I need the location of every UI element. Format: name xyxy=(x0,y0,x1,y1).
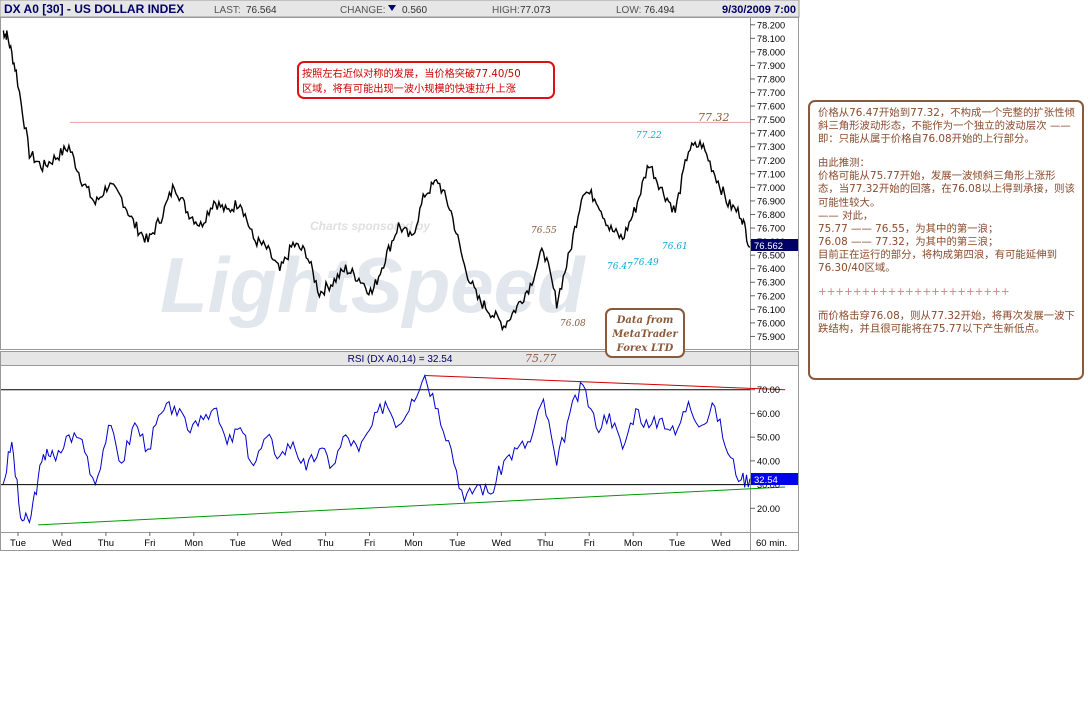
callout-line-2: 区域，将有可能出现一波小规模的快速拉升上涨 xyxy=(302,82,516,95)
x-tick-label: Mon xyxy=(185,538,203,549)
data-source-line-2: MetaTrader xyxy=(611,329,678,340)
annotation-76-61: 76.61 xyxy=(662,242,688,252)
price-ytick-label: 77.500 xyxy=(757,115,785,125)
rsi-ytick-label: 20.00 xyxy=(757,504,780,514)
low-label: LOW: xyxy=(616,5,641,16)
callout-line-1: 按照左右近似对称的发展，当价格突破77.40/50 xyxy=(302,67,521,80)
annotation-76-08: 76.08 xyxy=(560,319,586,329)
note-paragraph-3: 而价格击穿76.08，则从77.32开始，将再次发展一波下跌结构，并且很可能将在… xyxy=(818,310,1075,336)
rsi-ytick-label: 50.00 xyxy=(757,433,780,443)
high-label: HIGH: xyxy=(492,5,520,16)
price-ytick-label: 77.700 xyxy=(757,88,785,98)
price-ytick-label: 78.100 xyxy=(757,34,785,44)
price-ytick-label: 77.200 xyxy=(757,156,785,166)
rsi-support-trendline xyxy=(38,486,786,526)
rsi-current-marker: 32.54 xyxy=(754,475,778,486)
x-tick-label: Fri xyxy=(144,538,155,549)
analysis-note: 价格从76.47开始到77.32，不构成一个完整的扩张性倾斜三角形波动形态，不能… xyxy=(808,100,1084,380)
price-ytick-label: 77.400 xyxy=(757,129,785,139)
chart-datetime: 9/30/2009 7:00 xyxy=(722,4,796,16)
change-value: 0.560 xyxy=(402,5,427,16)
price-ytick-label: 77.800 xyxy=(757,74,785,84)
price-ytick-label: 76.000 xyxy=(757,318,785,328)
x-tick-label: Fri xyxy=(364,538,375,549)
rsi-ytick-label: 30.00 xyxy=(757,480,780,490)
x-tick-label: Tue xyxy=(669,538,685,549)
price-ytick-label: 76.700 xyxy=(757,224,785,234)
note-paragraph-2: 由此推测： 价格可能从75.77开始，发展一波倾斜三角形上涨形态，当77.32开… xyxy=(818,157,1075,275)
x-tick-label: Tue xyxy=(449,538,465,549)
annotation-76-49: 76.49 xyxy=(633,258,659,268)
price-ytick-label: 76.500 xyxy=(757,251,785,261)
x-unit-label: 60 min. xyxy=(756,538,787,549)
x-tick-label: Wed xyxy=(492,538,511,549)
callout-box xyxy=(297,61,555,99)
x-tick-label: Thu xyxy=(317,538,333,549)
price-chart: DX A0 [30] - US DOLLAR INDEX LAST: 76.56… xyxy=(0,0,800,551)
x-tick-label: Mon xyxy=(404,538,422,549)
price-ytick-label: 77.600 xyxy=(757,102,785,112)
x-tick-label: Wed xyxy=(272,538,291,549)
note-paragraph-1: 价格从76.47开始到77.32，不构成一个完整的扩张性倾斜三角形波动形态，不能… xyxy=(818,107,1075,146)
down-arrow-icon xyxy=(388,5,396,11)
high-value: 77.073 xyxy=(520,5,551,16)
price-ytick-label: 76.100 xyxy=(757,305,785,315)
x-tick-label: Thu xyxy=(98,538,114,549)
price-ytick-label: 76.800 xyxy=(757,210,785,220)
annotation-76-55: 76.55 xyxy=(531,226,557,236)
chart-symbol: DX A0 [30] - US DOLLAR INDEX xyxy=(4,2,184,16)
annotation-76-47: 76.47 xyxy=(607,262,633,272)
annotation-77-32: 77.32 xyxy=(698,111,730,124)
x-tick-label: Wed xyxy=(52,538,71,549)
x-tick-label: Wed xyxy=(711,538,730,549)
price-ytick-label: 76.300 xyxy=(757,278,785,288)
annotation-75-77: 75.77 xyxy=(525,352,557,365)
change-label: CHANGE: xyxy=(340,5,386,16)
brand-watermark-logo: LightSpeed xyxy=(160,241,586,329)
rsi-title: RSI (DX A0,14) = 32.54 xyxy=(348,354,453,365)
price-ytick-label: 78.000 xyxy=(757,47,785,57)
rsi-series-line xyxy=(2,373,751,525)
x-tick-label: Mon xyxy=(624,538,642,549)
price-ytick-label: 77.100 xyxy=(757,169,785,179)
rsi-ytick-label: 40.00 xyxy=(757,456,780,466)
data-source-box xyxy=(605,308,685,358)
price-ytick-label: 75.900 xyxy=(757,332,785,342)
price-ytick-label: 76.200 xyxy=(757,291,785,301)
price-ytick-label: 77.900 xyxy=(757,61,785,71)
note-separator: ++++++++++++++++++++++ xyxy=(818,286,1010,299)
low-value: 76.494 xyxy=(644,5,675,16)
price-ytick-label: 78.200 xyxy=(757,20,785,30)
rsi-resistance-trendline xyxy=(424,374,786,391)
annotation-77-22: 77.22 xyxy=(636,131,662,141)
current-price-marker-bg xyxy=(751,239,798,251)
last-label: LAST: xyxy=(214,5,241,16)
data-source-line-3: Forex LTD xyxy=(616,343,674,354)
rsi-ytick-label: 60.00 xyxy=(757,409,780,419)
sponsor-watermark: Charts sponsored by xyxy=(310,219,431,233)
price-ytick-label: 77.300 xyxy=(757,142,785,152)
current-price-marker: 76.562 xyxy=(754,241,783,252)
x-tick-label: Tue xyxy=(230,538,246,549)
rsi-ytick-label: 70.00 xyxy=(757,385,780,395)
last-value: 76.564 xyxy=(246,5,277,16)
price-series-line xyxy=(2,29,751,332)
price-ytick-label: 76.400 xyxy=(757,264,785,274)
x-tick-label: Tue xyxy=(10,538,26,549)
price-ytick-label: 77.000 xyxy=(757,183,785,193)
price-ytick-label: 76.900 xyxy=(757,196,785,206)
x-tick-label: Fri xyxy=(584,538,595,549)
x-tick-label: Thu xyxy=(537,538,553,549)
data-source-line-1: Data from xyxy=(616,315,674,326)
rsi-current-marker-bg xyxy=(751,473,798,485)
